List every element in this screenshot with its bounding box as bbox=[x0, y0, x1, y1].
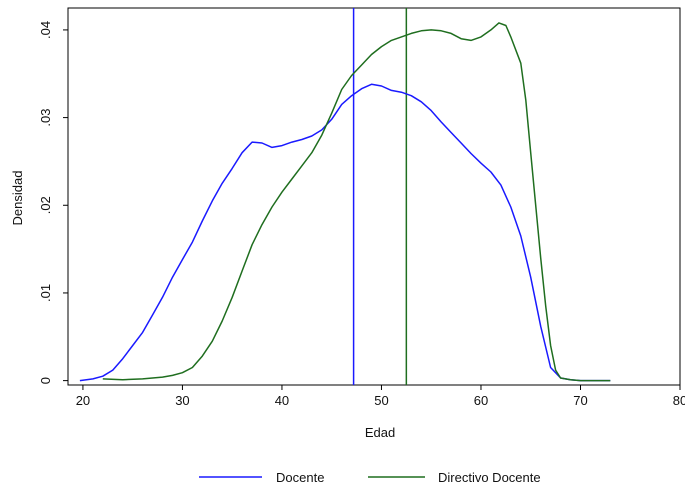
y-tick-label: .01 bbox=[38, 284, 53, 302]
series-line bbox=[79, 83, 611, 382]
plot-area bbox=[67, 7, 681, 386]
x-tick-label: 30 bbox=[175, 393, 189, 408]
x-ticks: 20 30 40 50 60 70 80 bbox=[76, 385, 685, 408]
y-tick-label: .04 bbox=[38, 21, 53, 39]
x-tick-label: 70 bbox=[573, 393, 587, 408]
legend-label-docente: Docente bbox=[276, 470, 324, 485]
x-tick-label: 50 bbox=[374, 393, 388, 408]
y-tick-label: .02 bbox=[38, 196, 53, 214]
series-lines bbox=[79, 22, 611, 382]
y-tick-label: 0 bbox=[38, 377, 53, 384]
x-tick-label: 20 bbox=[76, 393, 90, 408]
y-axis-label: Densidad bbox=[10, 171, 25, 226]
mean-lines bbox=[352, 8, 408, 385]
x-tick-label: 80 bbox=[673, 393, 685, 408]
y-ticks: 0 .01 .02 .03 .04 bbox=[38, 21, 68, 384]
x-axis-label: Edad bbox=[365, 425, 395, 440]
legend-label-directivo-docente: Directivo Docente bbox=[438, 470, 541, 485]
x-tick-label: 40 bbox=[275, 393, 289, 408]
legend: Docente Directivo Docente bbox=[199, 470, 541, 485]
x-tick-label: 60 bbox=[474, 393, 488, 408]
y-tick-label: .03 bbox=[38, 109, 53, 127]
series-line bbox=[102, 22, 611, 382]
